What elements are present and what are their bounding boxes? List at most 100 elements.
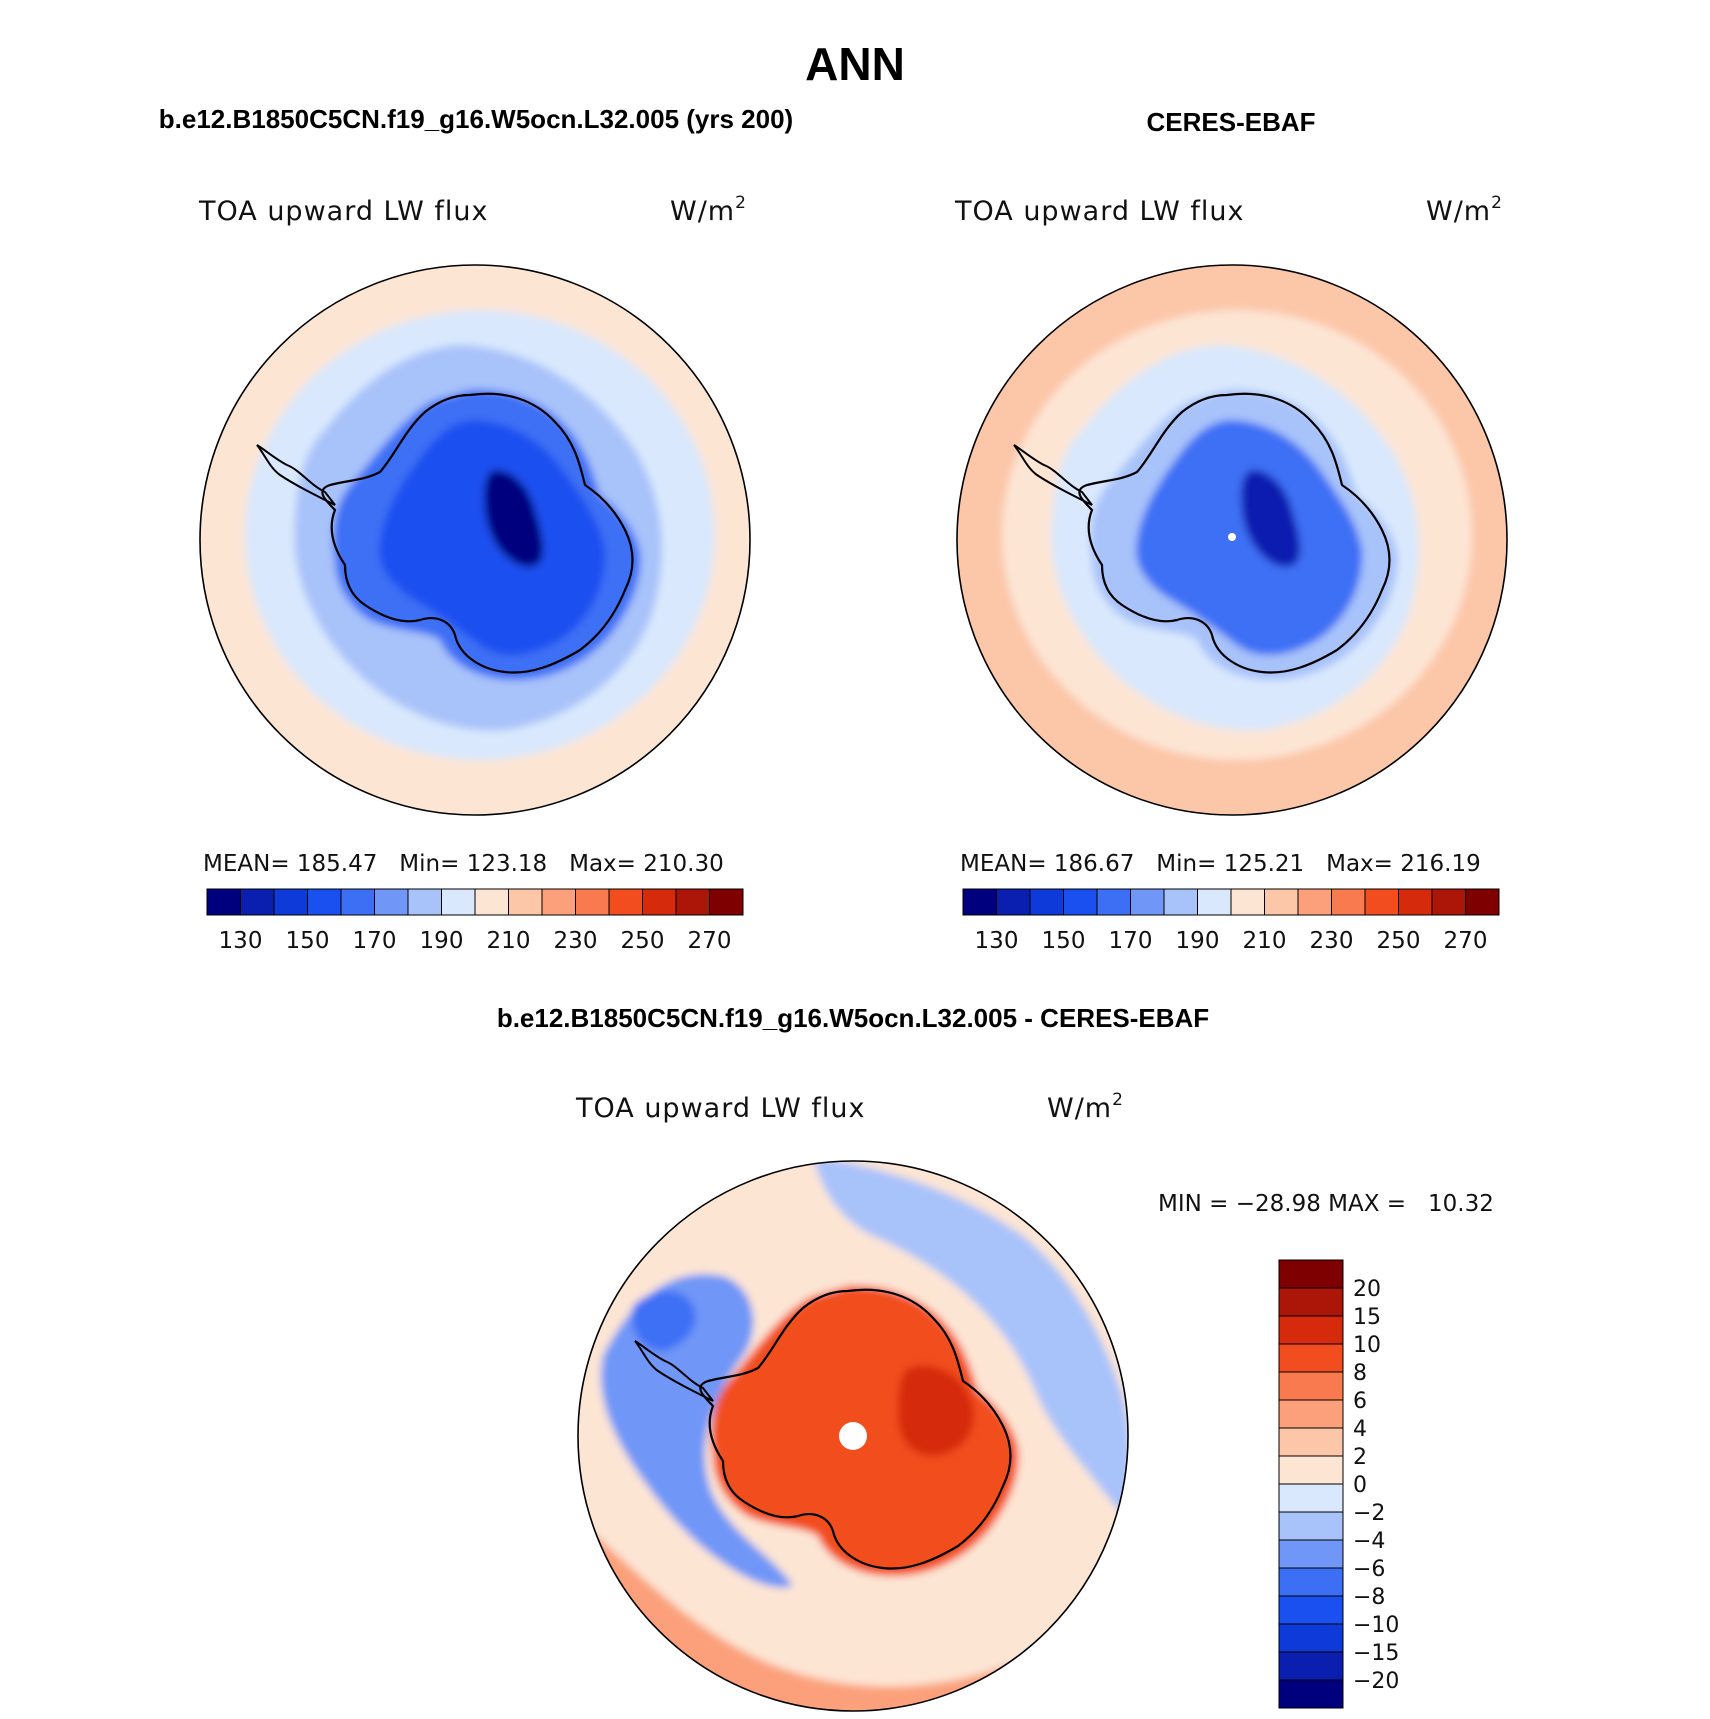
colorbar-box xyxy=(1096,888,1131,916)
colorbar-tick-label: 210 xyxy=(487,928,531,954)
figure-title: ANN xyxy=(805,38,905,90)
antarctica-coastline xyxy=(1078,392,1391,674)
panel1-map xyxy=(200,265,750,815)
panel1-map-border xyxy=(199,264,751,816)
antarctica-coastline xyxy=(321,392,634,674)
colorbar-box xyxy=(1297,888,1332,916)
panel1-stats: MEAN= 185.47 Min= 123.18 Max= 210.30 xyxy=(203,851,724,877)
colorbar-box xyxy=(1029,888,1064,916)
colorbar-box xyxy=(1278,1539,1344,1569)
panel1-units-base: W/m xyxy=(670,196,735,227)
pole-missing-data xyxy=(839,1422,867,1450)
panel3-units: W/m2 xyxy=(1047,1090,1124,1124)
colorbar-tick-label: 150 xyxy=(286,928,330,954)
colorbar-tick-label: −15 xyxy=(1353,1641,1399,1666)
colorbar-box xyxy=(1278,1483,1344,1513)
colorbar-tick-label: 0 xyxy=(1353,1473,1367,1498)
panel1-units-exp: 2 xyxy=(735,193,747,213)
colorbar-tick-label: −8 xyxy=(1353,1585,1385,1610)
colorbar-tick-label: −2 xyxy=(1353,1501,1385,1526)
colorbar-tick-label: 10 xyxy=(1353,1333,1381,1358)
colorbar-box xyxy=(1163,888,1198,916)
panel1-units: W/m2 xyxy=(670,193,747,227)
region-east-antarctic xyxy=(898,1365,974,1457)
colorbar-box xyxy=(340,888,375,916)
colorbar-box xyxy=(709,888,744,916)
colorbar-tick-label: 190 xyxy=(420,928,464,954)
colorbar-box xyxy=(1331,888,1366,916)
colorbar-box xyxy=(1278,1651,1344,1681)
colorbar-tick-label: 210 xyxy=(1243,928,1287,954)
panel3-stats: MIN = −28.98 MAX = 10.32 xyxy=(1158,1191,1494,1217)
antarctica-coastline xyxy=(699,1288,1012,1570)
colorbar-box xyxy=(1278,1287,1344,1317)
colorbar-box xyxy=(206,888,241,916)
colorbar-tick-label: 130 xyxy=(219,928,263,954)
colorbar-box xyxy=(1278,1623,1344,1653)
colorbar-tick-label: 190 xyxy=(1176,928,1220,954)
colorbar-box xyxy=(1278,1427,1344,1457)
colorbar-box xyxy=(508,888,543,916)
region-indian-ocean-sector xyxy=(813,1161,1128,1516)
colorbar-box xyxy=(575,888,610,916)
region-antarctic-interior xyxy=(379,420,606,656)
panel3-units-base: W/m xyxy=(1047,1093,1112,1124)
region-drake-passage-west xyxy=(632,1291,696,1351)
peninsula-coastline xyxy=(634,1340,714,1402)
colorbar-box xyxy=(1364,888,1399,916)
panel1-case-title: b.e12.B1850C5CN.f19_g16.W5ocn.L32.005 (y… xyxy=(159,104,793,134)
colorbar-tick-label: 230 xyxy=(554,928,598,954)
panel3-units-exp: 2 xyxy=(1112,1090,1124,1110)
colorbar-tick-label: 6 xyxy=(1353,1389,1367,1414)
colorbar-box xyxy=(1230,888,1265,916)
colorbar-box xyxy=(1398,888,1433,916)
panel2-map-border xyxy=(956,264,1508,816)
colorbar-box xyxy=(541,888,576,916)
panel3-map-border xyxy=(577,1160,1129,1712)
colorbar-box xyxy=(1063,888,1098,916)
colorbar-tick-label: 130 xyxy=(975,928,1019,954)
colorbar-box xyxy=(441,888,476,916)
colorbar-box xyxy=(1197,888,1232,916)
panel3-case-title: b.e12.B1850C5CN.f19_g16.W5ocn.L32.005 - … xyxy=(497,1003,1209,1033)
colorbar-box xyxy=(1278,1679,1344,1709)
colorbar-tick-label: 150 xyxy=(1042,928,1086,954)
region-south-pacific-east xyxy=(601,1274,793,1588)
peninsula-coastline xyxy=(1013,444,1093,506)
colorbar-tick-label: 250 xyxy=(1377,928,1421,954)
colorbar-tick-label: −6 xyxy=(1353,1557,1385,1582)
colorbar-tick-label: 2 xyxy=(1353,1445,1367,1470)
panel1-colorbar: 130 150 170 190 210 230 250 270 xyxy=(206,888,744,954)
colorbar-box xyxy=(1278,1567,1344,1597)
colorbar-tick-label: 4 xyxy=(1353,1417,1367,1442)
region-east-antarctic-plateau xyxy=(1241,470,1301,567)
colorbar-tick-label: 270 xyxy=(1444,928,1488,954)
colorbar-tick-label: −10 xyxy=(1353,1613,1399,1638)
colorbar-box xyxy=(1278,1595,1344,1625)
colorbar-tick-label: 230 xyxy=(1310,928,1354,954)
colorbar-tick-label: 20 xyxy=(1353,1277,1381,1302)
colorbar-box xyxy=(962,888,997,916)
colorbar-tick-label: 15 xyxy=(1353,1305,1381,1330)
colorbar-box xyxy=(1278,1455,1344,1485)
panel2-units-exp: 2 xyxy=(1491,193,1503,213)
region-east-antarctic-plateau xyxy=(484,470,544,567)
panel2-map xyxy=(957,265,1507,815)
colorbar-box xyxy=(407,888,442,916)
colorbar-box xyxy=(608,888,643,916)
colorbar-box xyxy=(1278,1511,1344,1541)
colorbar-tick-label: 170 xyxy=(353,928,397,954)
colorbar-tick-label: 170 xyxy=(1109,928,1153,954)
colorbar-box xyxy=(1264,888,1299,916)
colorbar-box xyxy=(1278,1399,1344,1429)
colorbar-box xyxy=(675,888,710,916)
panel2-units: W/m2 xyxy=(1426,193,1503,227)
colorbar-tick-label: −20 xyxy=(1353,1669,1399,1694)
colorbar-tick-label: 250 xyxy=(621,928,665,954)
panel2-units-base: W/m xyxy=(1426,196,1491,227)
colorbar-box xyxy=(1278,1343,1344,1373)
panel1-variable-label: TOA upward LW flux xyxy=(198,196,489,227)
panel3-map xyxy=(578,1161,1128,1711)
